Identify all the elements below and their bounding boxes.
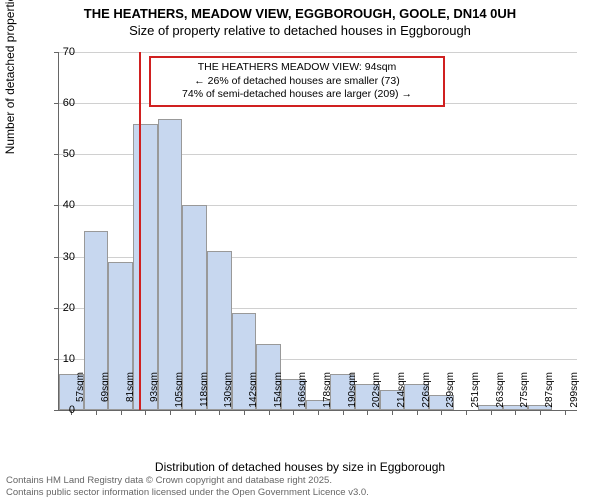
annotation-line1: THE HEATHERS MEADOW VIEW: 94sqm [157, 61, 437, 75]
annotation-line3: 74% of semi-detached houses are larger (… [157, 88, 437, 102]
ytick-label: 10 [55, 353, 75, 365]
ytick-label: 60 [55, 97, 75, 109]
xtick-mark [145, 410, 146, 415]
xtick-mark [466, 410, 467, 415]
plot-area: 57sqm69sqm81sqm93sqm105sqm118sqm130sqm14… [58, 52, 577, 411]
annotation-line2: ← 26% of detached houses are smaller (73… [157, 75, 437, 89]
histogram-bar [158, 119, 183, 411]
xtick-mark [441, 410, 442, 415]
xtick-mark [565, 410, 566, 415]
xtick-label: 287sqm [544, 372, 555, 414]
xtick-mark [293, 410, 294, 415]
chart-title: THE HEATHERS, MEADOW VIEW, EGGBOROUGH, G… [0, 0, 600, 40]
xtick-mark [392, 410, 393, 415]
xtick-mark [121, 410, 122, 415]
ytick-label: 40 [55, 199, 75, 211]
gridline [59, 52, 577, 53]
xtick-mark [515, 410, 516, 415]
footer-line1: Contains HM Land Registry data © Crown c… [6, 475, 369, 486]
xtick-mark [318, 410, 319, 415]
annotation-box: THE HEATHERS MEADOW VIEW: 94sqm← 26% of … [149, 56, 445, 107]
xtick-label: 299sqm [569, 372, 580, 414]
xtick-label: 239sqm [445, 372, 456, 414]
xtick-mark [491, 410, 492, 415]
chart-container: THE HEATHERS, MEADOW VIEW, EGGBOROUGH, G… [0, 0, 600, 500]
xtick-mark [195, 410, 196, 415]
title-line2: Size of property relative to detached ho… [0, 23, 600, 40]
reference-line [139, 52, 141, 410]
xtick-mark [343, 410, 344, 415]
ytick-label: 50 [55, 148, 75, 160]
ytick-label: 30 [55, 251, 75, 263]
footer-attribution: Contains HM Land Registry data © Crown c… [6, 475, 369, 498]
xtick-mark [269, 410, 270, 415]
title-line1: THE HEATHERS, MEADOW VIEW, EGGBOROUGH, G… [0, 6, 600, 23]
ytick-label: 20 [55, 302, 75, 314]
xtick-mark [219, 410, 220, 415]
footer-line2: Contains public sector information licen… [6, 487, 369, 498]
ytick-label: 70 [55, 46, 75, 58]
histogram-bar [133, 124, 158, 410]
ytick-label: 0 [55, 404, 75, 416]
y-axis-label: Number of detached properties [3, 0, 17, 154]
xtick-mark [96, 410, 97, 415]
xtick-mark [540, 410, 541, 415]
x-axis-label: Distribution of detached houses by size … [0, 460, 600, 474]
xtick-mark [367, 410, 368, 415]
xtick-mark [170, 410, 171, 415]
xtick-mark [244, 410, 245, 415]
xtick-mark [417, 410, 418, 415]
